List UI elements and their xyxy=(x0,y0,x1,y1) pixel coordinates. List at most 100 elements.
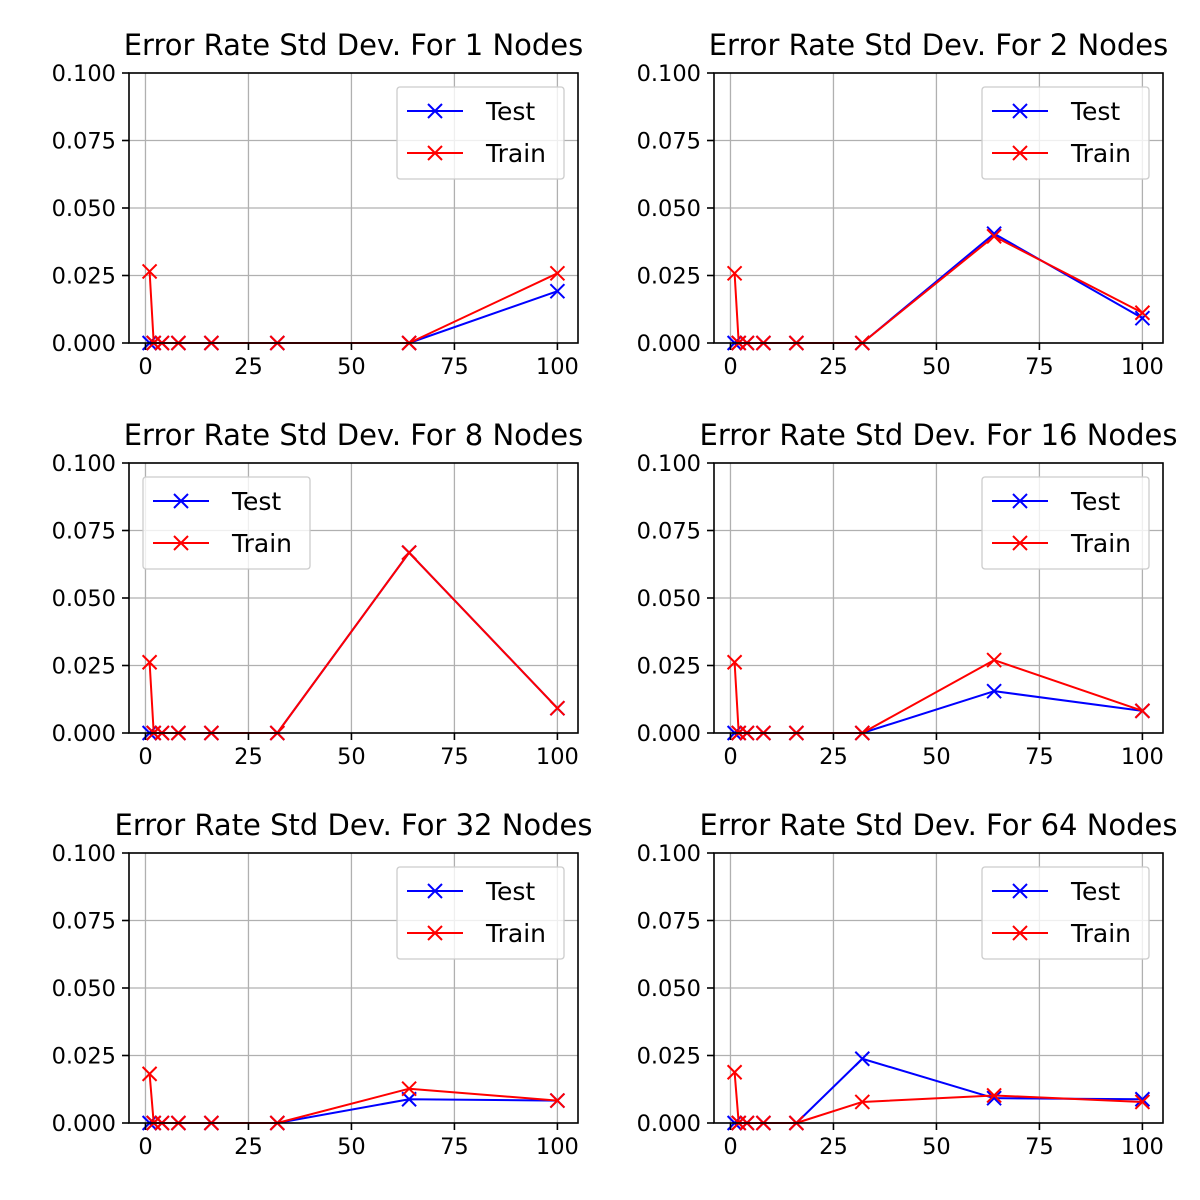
x-tick-label: 50 xyxy=(922,354,951,380)
data-point-train xyxy=(1134,1094,1151,1110)
y-tick-label: 0.025 xyxy=(52,654,116,680)
data-point-test xyxy=(1134,310,1151,326)
y-tick-label: 0.075 xyxy=(637,909,701,935)
y-tick-label: 0.025 xyxy=(52,1044,116,1070)
legend-marker-train xyxy=(173,535,189,551)
y-tick-label: 0.100 xyxy=(637,451,701,477)
series-line-train xyxy=(733,659,1143,734)
series-line-test xyxy=(149,290,558,344)
subplot-3: 0 25 50 75 100 0.000 0.025 0.050 0.075 0.100 Error… xyxy=(52,418,584,770)
y-tick-label: 0.025 xyxy=(637,264,701,290)
subplot-title: Error Rate Std Dev. For 8 Nodes xyxy=(124,418,584,452)
data-point-train xyxy=(1134,703,1151,719)
data-point-train xyxy=(726,265,743,282)
legend: Test Train xyxy=(981,86,1150,180)
legend: Test Train xyxy=(396,866,565,960)
legend-label-test: Test xyxy=(231,487,281,516)
x-tick-label: 0 xyxy=(138,1134,152,1160)
y-tick-label: 0.025 xyxy=(637,654,701,680)
legend-marker-train xyxy=(427,925,443,941)
subplot-title: Error Rate Std Dev. For 64 Nodes xyxy=(700,808,1178,842)
legend-marker-train xyxy=(1012,145,1028,161)
subplot-4: 0 25 50 75 100 0.000 0.025 0.050 0.075 0.100Error… xyxy=(637,418,1178,770)
legend-marker-test xyxy=(427,883,443,899)
y-tick-label: 0.025 xyxy=(52,264,116,290)
data-point-train xyxy=(549,700,566,716)
legend-label-test: Test xyxy=(1070,487,1120,516)
series-line-train xyxy=(733,1072,1143,1124)
legend-label-test: Test xyxy=(485,877,535,906)
y-tick-label: 0.000 xyxy=(52,331,116,357)
data-point-train xyxy=(986,1087,1002,1104)
subplot-title: Error Rate Std Dev. For 16 Nodes xyxy=(700,418,1178,452)
legend-marker-test xyxy=(427,103,443,119)
legend-marker-test xyxy=(1012,883,1028,899)
data-point-train xyxy=(549,265,566,282)
y-tick-label: 0.000 xyxy=(637,1111,701,1137)
data-point-test xyxy=(986,1090,1002,1106)
legend-label-test: Test xyxy=(1070,877,1120,906)
x-tick-label: 100 xyxy=(1121,1134,1164,1160)
subplot-1: 0 25 50 75 100 0.000 0.025 0.050 0.075 0.100 Error… xyxy=(52,28,584,380)
x-tick-label: 0 xyxy=(138,744,152,770)
legend-marker-test xyxy=(173,493,189,509)
legend-marker-train xyxy=(1012,925,1028,941)
y-tick-label: 0.075 xyxy=(637,129,701,155)
y-tick-label: 0.050 xyxy=(637,586,701,612)
legend: Test Train xyxy=(142,476,311,570)
data-point-train xyxy=(401,1081,417,1097)
legend-marker-train xyxy=(1012,535,1028,551)
x-tick-label: 100 xyxy=(536,354,579,380)
y-tick-label: 0.075 xyxy=(52,129,116,155)
legend-label-train: Train xyxy=(1070,529,1131,558)
y-tick-label: 0.050 xyxy=(52,586,116,612)
y-tick-label: 0.100 xyxy=(637,841,701,867)
y-tick-label: 0.000 xyxy=(52,1111,116,1137)
x-tick-label: 75 xyxy=(440,744,469,770)
y-tick-label: 0.000 xyxy=(52,721,116,747)
data-point-train xyxy=(726,1064,743,1080)
data-point-train xyxy=(141,263,158,280)
legend-marker-test xyxy=(1012,493,1028,509)
legend-label-train: Train xyxy=(485,139,546,168)
y-tick-label: 0.100 xyxy=(52,451,116,477)
x-tick-label: 25 xyxy=(819,354,848,380)
legend-marker-test xyxy=(1012,103,1028,119)
subplot-6: 0 25 50 75 100 0.000 0.025 0.050 0.075 0.100Error… xyxy=(637,808,1178,1160)
x-tick-label: 75 xyxy=(1025,1134,1054,1160)
legend-label-train: Train xyxy=(485,919,546,948)
series-line-train xyxy=(148,551,559,734)
y-tick-label: 0.025 xyxy=(637,1044,701,1070)
legend: Test Train xyxy=(981,476,1150,570)
y-tick-label: 0.000 xyxy=(637,331,701,357)
subplot-title: Error Rate Std Dev. For 32 Nodes xyxy=(115,808,593,842)
y-tick-label: 0.100 xyxy=(637,61,701,87)
series-line-test xyxy=(734,690,1143,734)
data-point-test xyxy=(854,1051,871,1067)
x-tick-label: 25 xyxy=(234,354,263,380)
x-tick-label: 100 xyxy=(1121,354,1164,380)
x-tick-label: 100 xyxy=(536,1134,579,1160)
y-tick-label: 0.050 xyxy=(637,976,701,1002)
legend-label-test: Test xyxy=(485,97,535,126)
subplot-5: 0 25 50 75 100 0.000 0.025 0.050 0.075 0.100Error… xyxy=(52,808,593,1160)
x-tick-label: 100 xyxy=(1121,744,1164,770)
x-tick-label: 50 xyxy=(337,354,366,380)
data-point-train xyxy=(549,1092,566,1109)
data-point-train xyxy=(401,544,417,561)
x-tick-label: 75 xyxy=(1025,744,1054,770)
y-tick-label: 0.050 xyxy=(52,196,116,222)
data-point-train xyxy=(986,652,1002,668)
subplot-2: 0 25 50 75 100 0.000 0.025 0.050 0.075 0.100 Error… xyxy=(637,28,1169,380)
data-point-train xyxy=(141,1066,158,1082)
x-tick-label: 50 xyxy=(337,1134,366,1160)
data-point-test xyxy=(986,683,1002,699)
x-tick-label: 0 xyxy=(138,354,152,380)
series-line-train xyxy=(148,1073,558,1124)
y-tick-label: 0.050 xyxy=(637,196,701,222)
y-tick-label: 0.075 xyxy=(52,909,116,935)
series-line-train xyxy=(733,235,1143,344)
x-tick-label: 0 xyxy=(723,354,737,380)
data-point-train xyxy=(1134,305,1151,321)
